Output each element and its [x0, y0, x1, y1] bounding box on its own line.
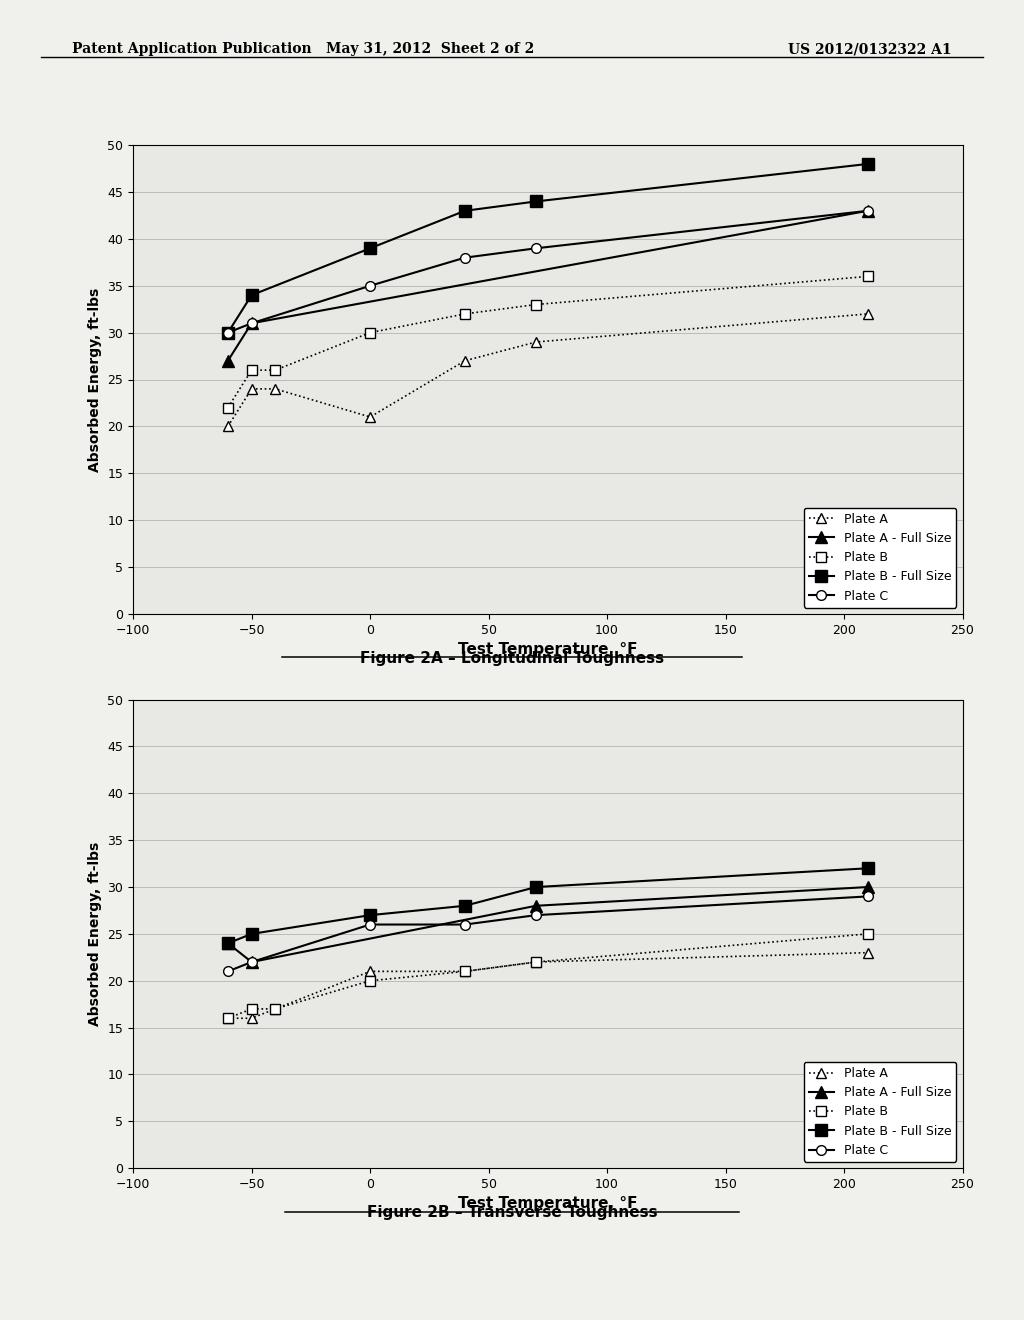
Text: US 2012/0132322 A1: US 2012/0132322 A1	[788, 42, 952, 57]
X-axis label: Test Temperature, °F: Test Temperature, °F	[458, 1196, 638, 1212]
Legend: Plate A, Plate A - Full Size, Plate B, Plate B - Full Size, Plate C: Plate A, Plate A - Full Size, Plate B, P…	[804, 1063, 956, 1162]
Text: May 31, 2012  Sheet 2 of 2: May 31, 2012 Sheet 2 of 2	[326, 42, 535, 57]
X-axis label: Test Temperature, °F: Test Temperature, °F	[458, 642, 638, 657]
Y-axis label: Absorbed Energy, ft-lbs: Absorbed Energy, ft-lbs	[88, 842, 101, 1026]
Text: Figure 2A – Longitudinal Toughness: Figure 2A – Longitudinal Toughness	[360, 651, 664, 665]
Y-axis label: Absorbed Energy, ft-lbs: Absorbed Energy, ft-lbs	[88, 288, 101, 471]
Text: Patent Application Publication: Patent Application Publication	[72, 42, 311, 57]
Text: Figure 2B – Transverse Toughness: Figure 2B – Transverse Toughness	[367, 1205, 657, 1220]
Legend: Plate A, Plate A - Full Size, Plate B, Plate B - Full Size, Plate C: Plate A, Plate A - Full Size, Plate B, P…	[804, 508, 956, 607]
